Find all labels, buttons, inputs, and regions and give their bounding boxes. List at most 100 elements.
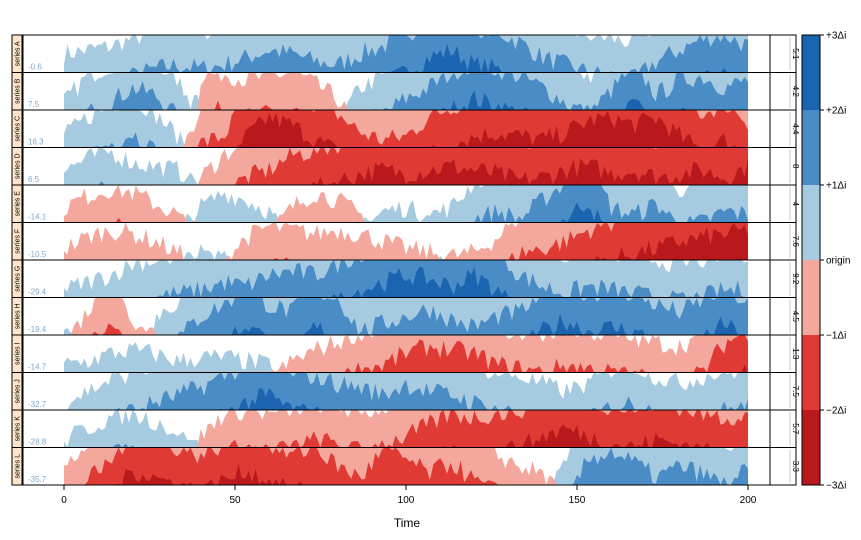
series-strip: series G-29.49.2 xyxy=(11,259,800,298)
delta-box xyxy=(769,334,797,373)
negative-band-1 xyxy=(64,297,748,335)
series-name-label: series I xyxy=(15,342,22,365)
series-strip: series F-10.57.6 xyxy=(11,222,800,261)
origin-value-label: -35.7 xyxy=(28,475,47,484)
negative-band-3 xyxy=(64,424,748,448)
color-key-label: −3Δi xyxy=(826,481,846,492)
series-bands xyxy=(64,35,748,73)
delta-box xyxy=(769,409,797,448)
positive-band-1 xyxy=(64,147,748,185)
series-bands xyxy=(64,297,748,335)
series-strip: series I-14.71.3 xyxy=(11,334,800,373)
color-key-swatch xyxy=(802,260,820,335)
color-key-swatch xyxy=(802,410,820,485)
delta-box xyxy=(769,184,797,223)
series-bands xyxy=(64,372,748,410)
color-key-swatch xyxy=(802,110,820,185)
negative-band-3 xyxy=(64,463,748,485)
positive-band-1 xyxy=(64,342,748,373)
positive-band-3 xyxy=(64,202,748,223)
series-strip: series D6.58 xyxy=(11,147,800,186)
series-bands xyxy=(64,72,748,110)
delta-box xyxy=(769,297,797,336)
negative-band-2 xyxy=(64,335,748,373)
x-tick-label: 200 xyxy=(740,495,757,506)
series-strip: series C16.34.4 xyxy=(11,109,800,148)
origin-value-label: -32.7 xyxy=(28,400,47,409)
positive-band-1 xyxy=(64,244,748,260)
origin-value-label: -14.1 xyxy=(28,213,47,222)
series-name-label: series K xyxy=(15,416,22,442)
negative-band-2 xyxy=(64,447,748,485)
panel-frame xyxy=(11,34,797,486)
series-strip: series B7.54.2 xyxy=(11,72,800,111)
origin-value-label: -28.8 xyxy=(28,438,47,447)
x-tick-label: 50 xyxy=(229,495,241,506)
series-bands xyxy=(64,110,748,148)
series-strip: series K-28.85.7 xyxy=(11,409,800,448)
x-axis: 0 50 100 150 200 xyxy=(61,485,757,506)
negative-band-1 xyxy=(64,185,748,223)
positive-band-3 xyxy=(64,313,748,335)
color-key-swatch xyxy=(802,35,820,110)
positive-band-1 xyxy=(64,72,748,110)
negative-band-3 xyxy=(64,157,748,185)
positive-band-1 xyxy=(64,410,748,448)
series-bands xyxy=(64,222,748,260)
negative-band-2 xyxy=(64,222,748,260)
series-name-label: series E xyxy=(15,191,22,217)
series-bands xyxy=(64,335,748,373)
color-key-label: −1Δi xyxy=(826,331,846,342)
series-bands xyxy=(64,185,748,223)
origin-value-label: -29.4 xyxy=(28,288,47,297)
origin-value-label: -10.5 xyxy=(28,250,47,259)
positive-band-2 xyxy=(64,72,748,110)
positive-band-3 xyxy=(64,266,748,298)
positive-band-2 xyxy=(64,35,748,73)
color-key-label: +3Δi xyxy=(826,31,846,42)
series-strip: series L-35.73.3 xyxy=(11,447,800,486)
color-key-label: +1Δi xyxy=(826,181,846,192)
positive-band-2 xyxy=(64,447,748,485)
color-key: +3Δi +2Δi +1Δi origin −1Δi −2Δi −3Δi xyxy=(801,31,850,492)
series-name-label: series B xyxy=(15,78,22,104)
series-name-label: series D xyxy=(15,153,22,179)
positive-band-2 xyxy=(64,132,748,148)
color-key-swatch xyxy=(802,185,820,260)
series-name-label: series F xyxy=(15,229,22,254)
origin-value-label: -14.7 xyxy=(28,363,47,372)
x-tick-label: 100 xyxy=(398,495,415,506)
series-name-label: series H xyxy=(15,303,22,329)
series-strip: series H-19.44.5 xyxy=(11,297,800,336)
origin-value-label: 16.3 xyxy=(28,138,44,147)
color-key-label: +2Δi xyxy=(826,106,846,117)
delta-box xyxy=(769,259,797,298)
origin-value-label: -19.4 xyxy=(28,325,47,334)
positive-band-2 xyxy=(64,372,748,410)
series-strip: series A-0.65.1 xyxy=(11,34,800,73)
color-key-label: origin xyxy=(826,256,850,267)
negative-band-1 xyxy=(64,72,748,110)
delta-box xyxy=(769,222,797,261)
series-bands xyxy=(64,260,748,298)
origin-value-label: -0.6 xyxy=(28,63,42,72)
x-tick-label: 0 xyxy=(61,495,67,506)
x-axis-title: Time xyxy=(394,516,421,530)
series-name-label: series A xyxy=(15,41,22,66)
series-name-label: series L xyxy=(15,454,22,479)
x-tick-label: 150 xyxy=(569,495,586,506)
series-bands xyxy=(64,447,748,485)
negative-band-3 xyxy=(64,110,748,148)
series-bands xyxy=(64,410,748,448)
origin-value-label: 7.5 xyxy=(28,100,40,109)
series-name-label: series G xyxy=(15,266,22,292)
series-strip: series E-14.14 xyxy=(11,184,800,223)
series-bands xyxy=(64,147,748,185)
color-key-swatch xyxy=(802,335,820,410)
series-name-label: series C xyxy=(15,116,22,142)
negative-band-1 xyxy=(64,335,748,373)
origin-value-label: 6.5 xyxy=(28,175,40,184)
color-key-label: −2Δi xyxy=(826,406,846,417)
